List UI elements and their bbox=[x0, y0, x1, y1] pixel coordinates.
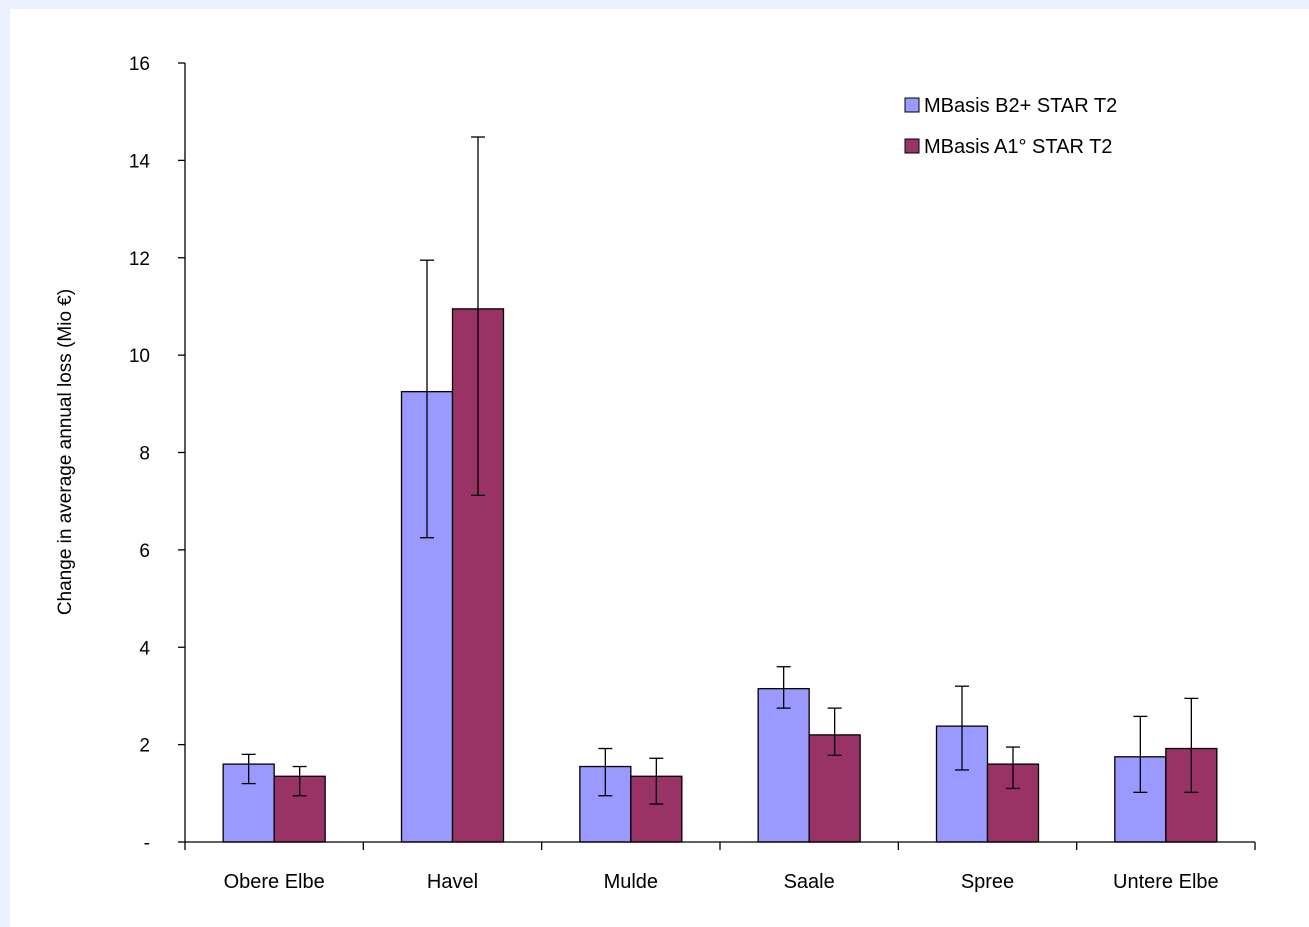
axes-group bbox=[184, 63, 1255, 843]
legend-swatch bbox=[904, 97, 920, 113]
legend-label: MBasis B2+ STAR T2 bbox=[924, 95, 1117, 117]
error-bars-group bbox=[241, 136, 1199, 805]
y-axis-title: Change in average annual loss (Mio €) bbox=[55, 289, 76, 615]
y-tick-label: 4 bbox=[139, 638, 150, 659]
legend-swatch bbox=[904, 138, 920, 154]
x-category-label: Obere Elbe bbox=[224, 871, 325, 893]
x-category-label: Untere Elbe bbox=[1113, 871, 1219, 893]
y-tick-label: 6 bbox=[139, 541, 150, 562]
legend-label: MBasis A1° STAR T2 bbox=[924, 136, 1112, 158]
y-tick-label: 2 bbox=[139, 736, 150, 757]
y-tick-label: 10 bbox=[129, 346, 150, 367]
bar-b2 bbox=[757, 687, 810, 843]
y-ticks-group: - 2 4 6 8 10 12 14 16 bbox=[129, 54, 185, 854]
x-category-label: Saale bbox=[784, 871, 835, 893]
y-tick-label: 14 bbox=[129, 151, 151, 172]
y-tick-label: - bbox=[144, 833, 150, 854]
x-ticks-group: Obere Elbe Havel Mulde Saale Spree Untere Elb… bbox=[184, 842, 1256, 893]
x-category-label: Mulde bbox=[604, 871, 658, 893]
x-category-label: Havel bbox=[427, 871, 478, 893]
legend: MBasis B2+ STAR T2 MBasis A1° STAR T2 bbox=[904, 95, 1117, 158]
y-tick-label: 8 bbox=[139, 444, 150, 465]
y-tick-label: 12 bbox=[129, 249, 150, 270]
y-tick-label: 16 bbox=[129, 54, 150, 75]
x-category-label: Spree bbox=[961, 871, 1014, 893]
bars-group bbox=[222, 308, 1218, 843]
